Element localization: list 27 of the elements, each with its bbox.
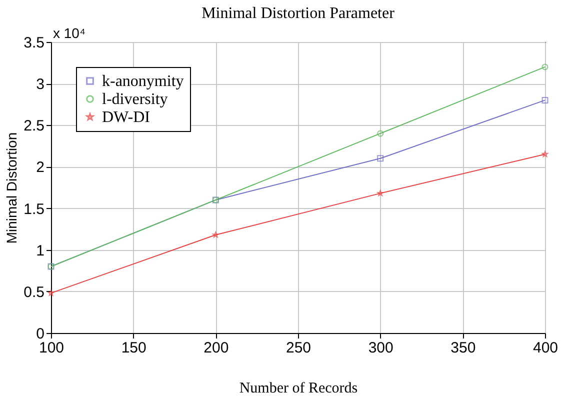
legend-label: l-diversity	[102, 91, 168, 108]
x-tick-label: 150	[121, 340, 146, 356]
x-axis-title: Number of Records	[239, 380, 358, 396]
y-tick-label: 1	[36, 242, 44, 260]
text: x 10⁴	[53, 25, 86, 41]
legend-label: DW-DI	[102, 109, 150, 126]
y-tick-label: 3.5	[24, 34, 44, 52]
y-axis-title: Minimal Distortion	[4, 132, 20, 244]
x-tick-label: 400	[532, 340, 558, 356]
x-tick-label: 300	[368, 340, 394, 356]
x-tick-label: 250	[286, 340, 312, 356]
legend-label: k-anonymity	[102, 73, 184, 90]
y-tick-label: 2	[36, 159, 44, 176]
x-tick-label: 200	[204, 340, 229, 356]
y-tick-label: 0.5	[24, 284, 44, 301]
point	[48, 290, 54, 296]
point	[542, 151, 548, 157]
chart-title: Minimal Distortion Parameter	[202, 5, 396, 22]
x-tick-label: 350	[450, 340, 476, 356]
point	[542, 96, 548, 104]
y-tick-label: 0	[36, 326, 44, 342]
y-tick-label: 2.5	[24, 118, 44, 135]
point	[377, 155, 384, 162]
x-tick-label: 100	[38, 340, 64, 356]
point	[377, 130, 384, 137]
y-tick-label: 1.5	[24, 200, 44, 218]
y-tick-label: 3	[36, 76, 44, 94]
